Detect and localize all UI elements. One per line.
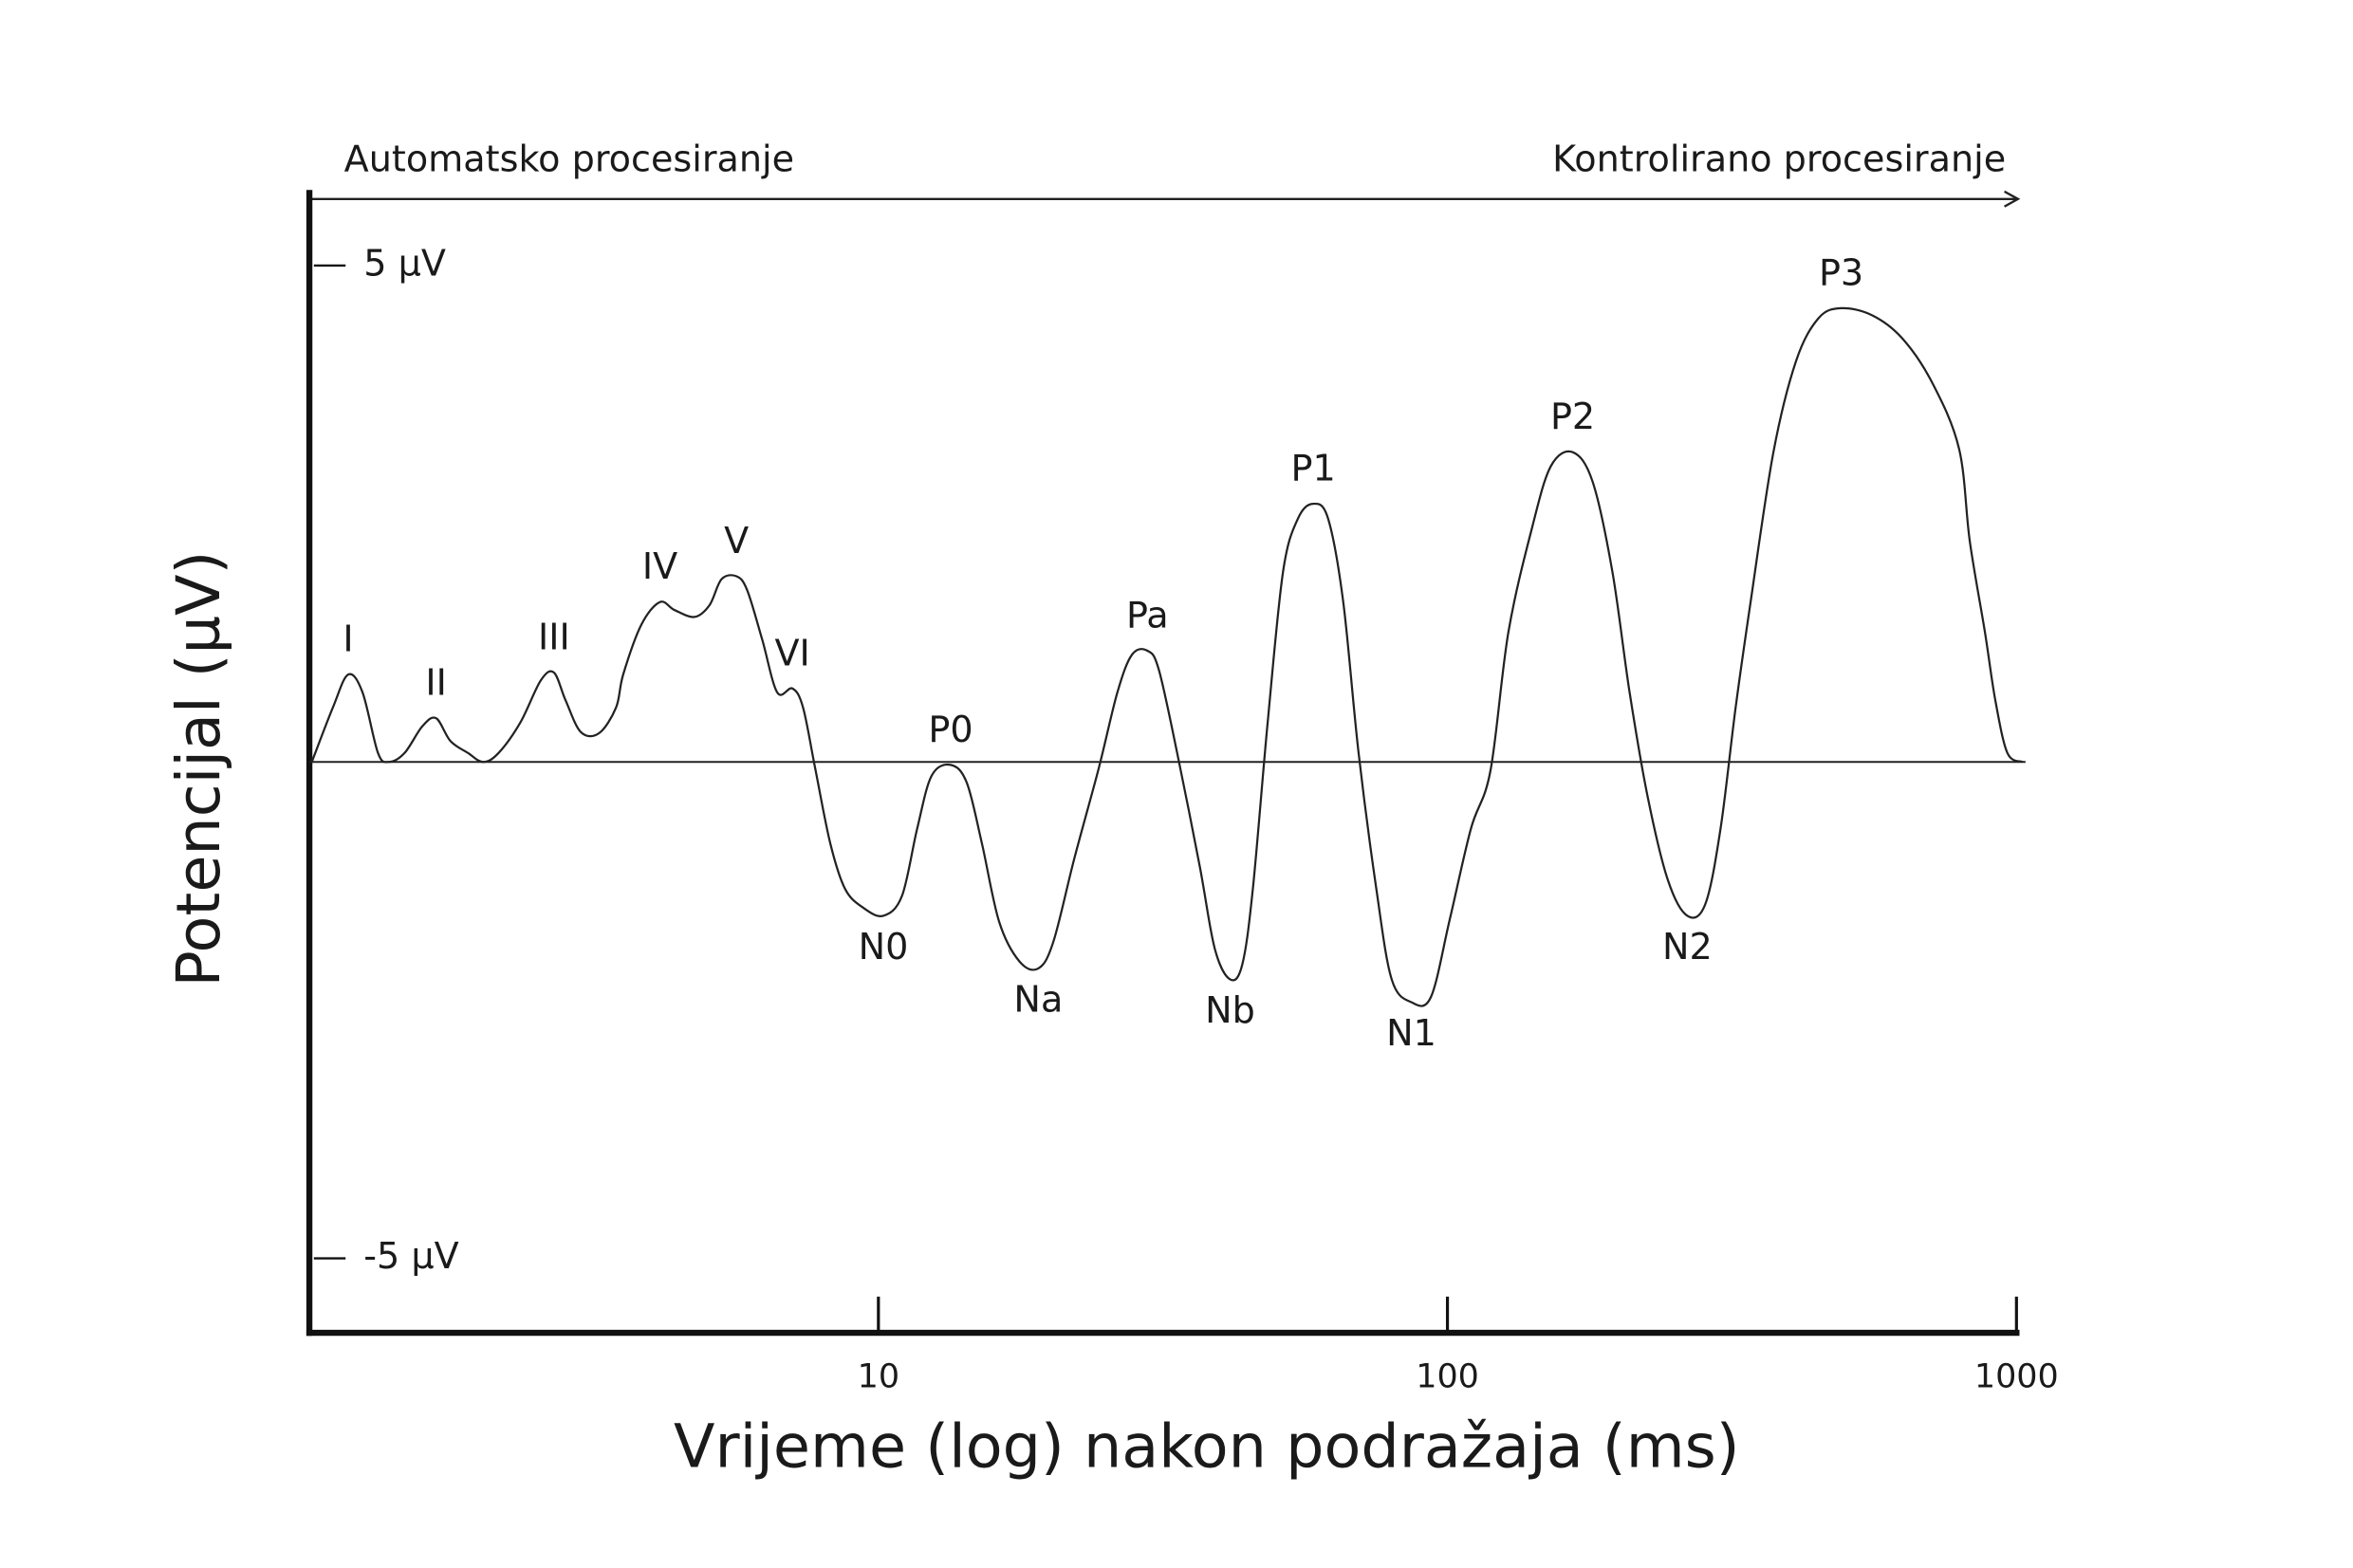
peak-label: Nb — [1205, 989, 1255, 1031]
y-tick-label: 5 µV — [363, 242, 446, 284]
x-tick-label: 100 — [1416, 1358, 1479, 1396]
x-tick-label: 10 — [858, 1358, 899, 1396]
peak-label: I — [343, 618, 353, 660]
peak-label: N0 — [859, 926, 909, 968]
peak-label: III — [538, 617, 570, 658]
y-tick-label: -5 µV — [363, 1235, 458, 1277]
x-axis-title: Vrijeme (log) nakon podražaja (ms) — [674, 1411, 1740, 1482]
peak-label: Pa — [1126, 595, 1169, 636]
top-right-label: Kontrolirano procesiranje — [1552, 138, 2006, 180]
peak-label: Na — [1013, 978, 1063, 1020]
arrow-head — [2004, 190, 2021, 208]
peak-label: P0 — [928, 709, 973, 750]
x-tick-label: 1000 — [1974, 1358, 2059, 1396]
top-left-label: Automatsko procesiranje — [344, 138, 794, 180]
peak-label: P3 — [1819, 251, 1863, 293]
peak-label: N2 — [1662, 926, 1713, 968]
peak-label: P1 — [1291, 448, 1336, 489]
peak-label: V — [724, 520, 749, 562]
peak-label: II — [425, 662, 447, 704]
waveform — [310, 306, 2024, 1007]
peak-label: P2 — [1550, 396, 1595, 437]
y-axis-title: Potencijal (µV) — [163, 551, 233, 987]
peak-label: N1 — [1386, 1012, 1436, 1054]
peak-label: IV — [642, 545, 677, 587]
peak-label: VI — [774, 632, 809, 673]
